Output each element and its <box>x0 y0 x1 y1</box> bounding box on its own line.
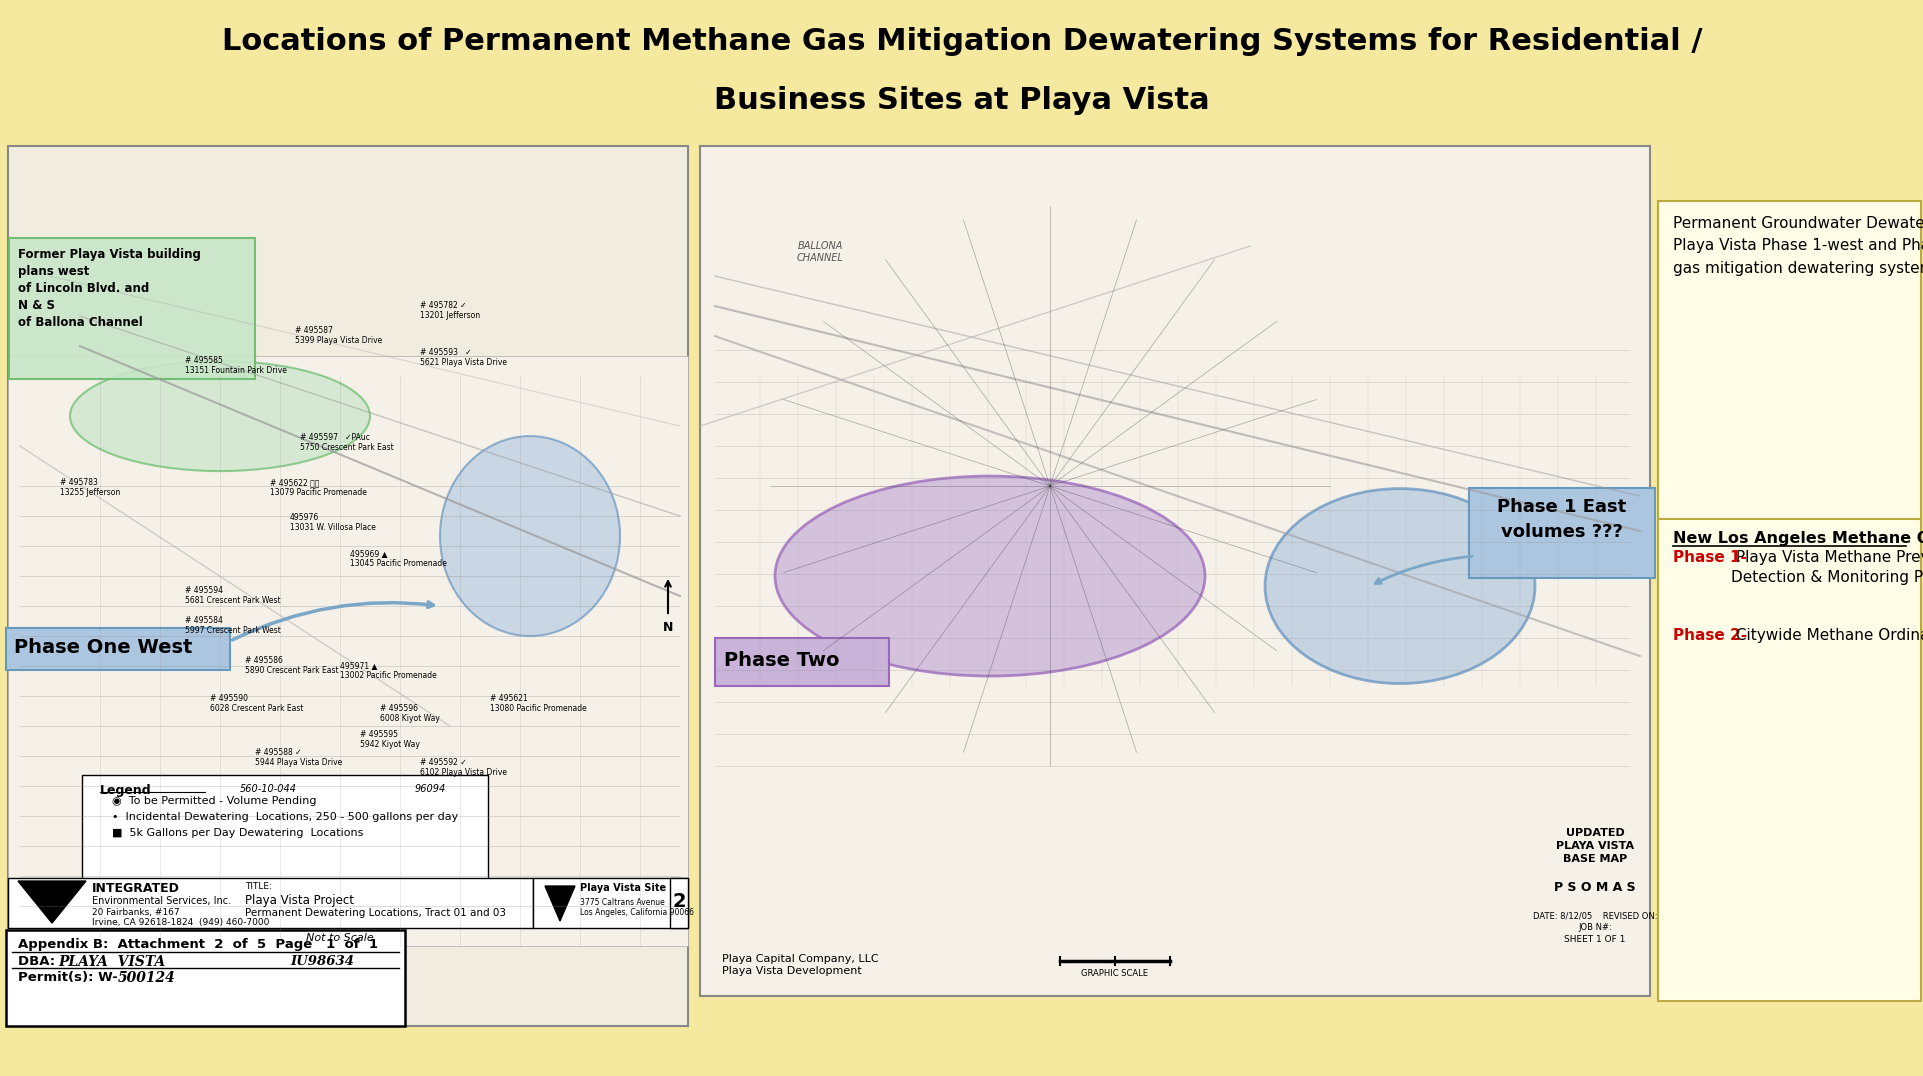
Text: Business Sites at Playa Vista: Business Sites at Playa Vista <box>713 86 1210 115</box>
Text: Playa Vista Site: Playa Vista Site <box>579 883 665 893</box>
Text: # 495592 ✓
6102 Playa Vista Drive: # 495592 ✓ 6102 Playa Vista Drive <box>419 758 508 778</box>
Text: N: N <box>662 621 673 634</box>
Text: # 495593   ✓
5621 Playa Vista Drive: # 495593 ✓ 5621 Playa Vista Drive <box>419 349 508 368</box>
Text: 500124: 500124 <box>117 971 175 985</box>
Text: 495976
13031 W. Villosa Place: 495976 13031 W. Villosa Place <box>290 513 375 533</box>
FancyBboxPatch shape <box>8 356 688 946</box>
Text: Former Playa Vista building
plans west
of Lincoln Blvd. and
N & S
of Ballona Cha: Former Playa Vista building plans west o… <box>17 249 200 329</box>
Text: 495971 ▲
13002 Pacific Promenade: 495971 ▲ 13002 Pacific Promenade <box>340 661 437 680</box>
Text: # 495597   ✓PAuc
5750 Crescent Park East: # 495597 ✓PAuc 5750 Crescent Park East <box>300 433 394 453</box>
Text: DATE: 8/12/05    REVISED ON:: DATE: 8/12/05 REVISED ON: <box>1533 911 1656 920</box>
Text: # 495783
13255 Jefferson: # 495783 13255 Jefferson <box>60 478 119 497</box>
Text: Irvine, CA 92618-1824  (949) 460-7000: Irvine, CA 92618-1824 (949) 460-7000 <box>92 918 269 928</box>
FancyBboxPatch shape <box>533 878 688 928</box>
Text: SHEET 1 OF 1: SHEET 1 OF 1 <box>1563 935 1625 944</box>
Text: 96094: 96094 <box>415 784 446 794</box>
Text: PLAYA  VISTA: PLAYA VISTA <box>58 955 165 969</box>
Text: 495969 ▲
13045 Pacific Promenade: 495969 ▲ 13045 Pacific Promenade <box>350 549 446 568</box>
Text: Permanent Groundwater Dewatering for
Playa Vista Phase 1-west and Phase-2
gas mi: Permanent Groundwater Dewatering for Pla… <box>1673 216 1923 275</box>
Text: ◉  To be Permitted - Volume Pending: ◉ To be Permitted - Volume Pending <box>112 796 317 806</box>
Text: # 495595
5942 Kiyot Way: # 495595 5942 Kiyot Way <box>360 730 419 750</box>
Text: New Los Angeles Methane Ordinances:: New Los Angeles Methane Ordinances: <box>1673 532 1923 546</box>
FancyBboxPatch shape <box>1658 519 1919 1001</box>
Text: 3775 Caltrans Avenue: 3775 Caltrans Avenue <box>579 898 665 907</box>
Text: P S O M A S: P S O M A S <box>1554 881 1635 894</box>
Text: 20 Fairbanks, #167: 20 Fairbanks, #167 <box>92 908 179 917</box>
Text: Playa Vista Methane Prevention
Detection & Monitoring Program;: Playa Vista Methane Prevention Detection… <box>1731 550 1923 585</box>
FancyBboxPatch shape <box>669 878 688 928</box>
Text: Playa Capital Company, LLC
Playa Vista Development: Playa Capital Company, LLC Playa Vista D… <box>721 954 879 976</box>
Text: Not to Scale: Not to Scale <box>306 933 373 943</box>
Text: Permit(s): W-: Permit(s): W- <box>17 971 123 985</box>
Text: Appendix B:  Attachment  2  of  5  Page   1  of  1: Appendix B: Attachment 2 of 5 Page 1 of … <box>17 938 377 951</box>
Polygon shape <box>544 886 575 921</box>
Text: JOB N#:: JOB N#: <box>1577 923 1611 932</box>
Text: Permanent Dewatering Locations, Tract 01 and 03: Permanent Dewatering Locations, Tract 01… <box>244 908 506 918</box>
Text: DBA:: DBA: <box>17 955 60 968</box>
Text: Phase Two: Phase Two <box>723 651 838 669</box>
Text: •  Incidental Dewatering  Locations, 250 - 500 gallons per day: • Incidental Dewatering Locations, 250 -… <box>112 812 458 822</box>
Ellipse shape <box>440 436 619 636</box>
Text: Playa Vista Project: Playa Vista Project <box>244 894 354 907</box>
Text: Phase 2-: Phase 2- <box>1673 628 1746 643</box>
Text: 560-10-044: 560-10-044 <box>240 784 296 794</box>
Text: # 495585
13151 Fountain Park Drive: # 495585 13151 Fountain Park Drive <box>185 356 287 376</box>
FancyBboxPatch shape <box>6 628 231 670</box>
Text: # 495621
13080 Pacific Promenade: # 495621 13080 Pacific Promenade <box>490 694 587 713</box>
FancyBboxPatch shape <box>1658 201 1919 521</box>
Ellipse shape <box>1263 489 1535 683</box>
Text: BALLONA
CHANNEL: BALLONA CHANNEL <box>796 241 842 263</box>
Text: Environmental Services, Inc.: Environmental Services, Inc. <box>92 896 231 906</box>
Text: Citywide Methane Ordinance: Citywide Methane Ordinance <box>1731 628 1923 643</box>
Ellipse shape <box>69 362 369 471</box>
Text: # 495587
5399 Playa Vista Drive: # 495587 5399 Playa Vista Drive <box>294 326 383 345</box>
Text: Phase 1-: Phase 1- <box>1673 550 1746 565</box>
Text: # 495584
5997 Crescent Park West: # 495584 5997 Crescent Park West <box>185 617 281 636</box>
FancyBboxPatch shape <box>8 146 688 1027</box>
FancyBboxPatch shape <box>10 238 256 379</box>
FancyBboxPatch shape <box>715 638 888 686</box>
Text: UPDATED
PLAYA VISTA
BASE MAP: UPDATED PLAYA VISTA BASE MAP <box>1556 829 1633 864</box>
Text: Legend: Legend <box>100 784 152 797</box>
FancyBboxPatch shape <box>6 930 404 1027</box>
Text: 2: 2 <box>671 892 685 910</box>
Text: # 495622 山コ
13079 Pacific Promenade: # 495622 山コ 13079 Pacific Promenade <box>269 478 367 497</box>
Text: # 495590
6028 Crescent Park East: # 495590 6028 Crescent Park East <box>210 694 304 713</box>
Text: GRAPHIC SCALE: GRAPHIC SCALE <box>1081 969 1148 978</box>
FancyBboxPatch shape <box>700 146 1650 996</box>
Text: Phase One West: Phase One West <box>13 638 192 656</box>
Polygon shape <box>17 881 87 923</box>
Text: # 495586
5890 Crescent Park East: # 495586 5890 Crescent Park East <box>244 656 338 676</box>
Text: INTEGRATED: INTEGRATED <box>92 882 179 895</box>
Text: Phase 1 East
volumes ???: Phase 1 East volumes ??? <box>1496 498 1625 541</box>
Ellipse shape <box>775 476 1204 676</box>
FancyBboxPatch shape <box>8 878 533 928</box>
Text: IU98634: IU98634 <box>290 955 354 968</box>
Text: Locations of Permanent Methane Gas Mitigation Dewatering Systems for Residential: Locations of Permanent Methane Gas Mitig… <box>221 27 1702 56</box>
FancyBboxPatch shape <box>83 775 488 879</box>
FancyBboxPatch shape <box>1469 489 1654 578</box>
Text: # 495596
6008 Kiyot Way: # 495596 6008 Kiyot Way <box>381 704 440 723</box>
Text: # 495594
5681 Crescent Park West: # 495594 5681 Crescent Park West <box>185 586 281 606</box>
Text: Los Angeles, California 90066: Los Angeles, California 90066 <box>579 908 694 917</box>
Text: ■  5k Gallons per Day Dewatering  Locations: ■ 5k Gallons per Day Dewatering Location… <box>112 829 363 838</box>
Text: # 495782 ✓
13201 Jefferson: # 495782 ✓ 13201 Jefferson <box>419 301 481 321</box>
Text: # 495588 ✓
5944 Playa Vista Drive: # 495588 ✓ 5944 Playa Vista Drive <box>256 748 342 767</box>
Text: TITLE:: TITLE: <box>244 882 271 891</box>
